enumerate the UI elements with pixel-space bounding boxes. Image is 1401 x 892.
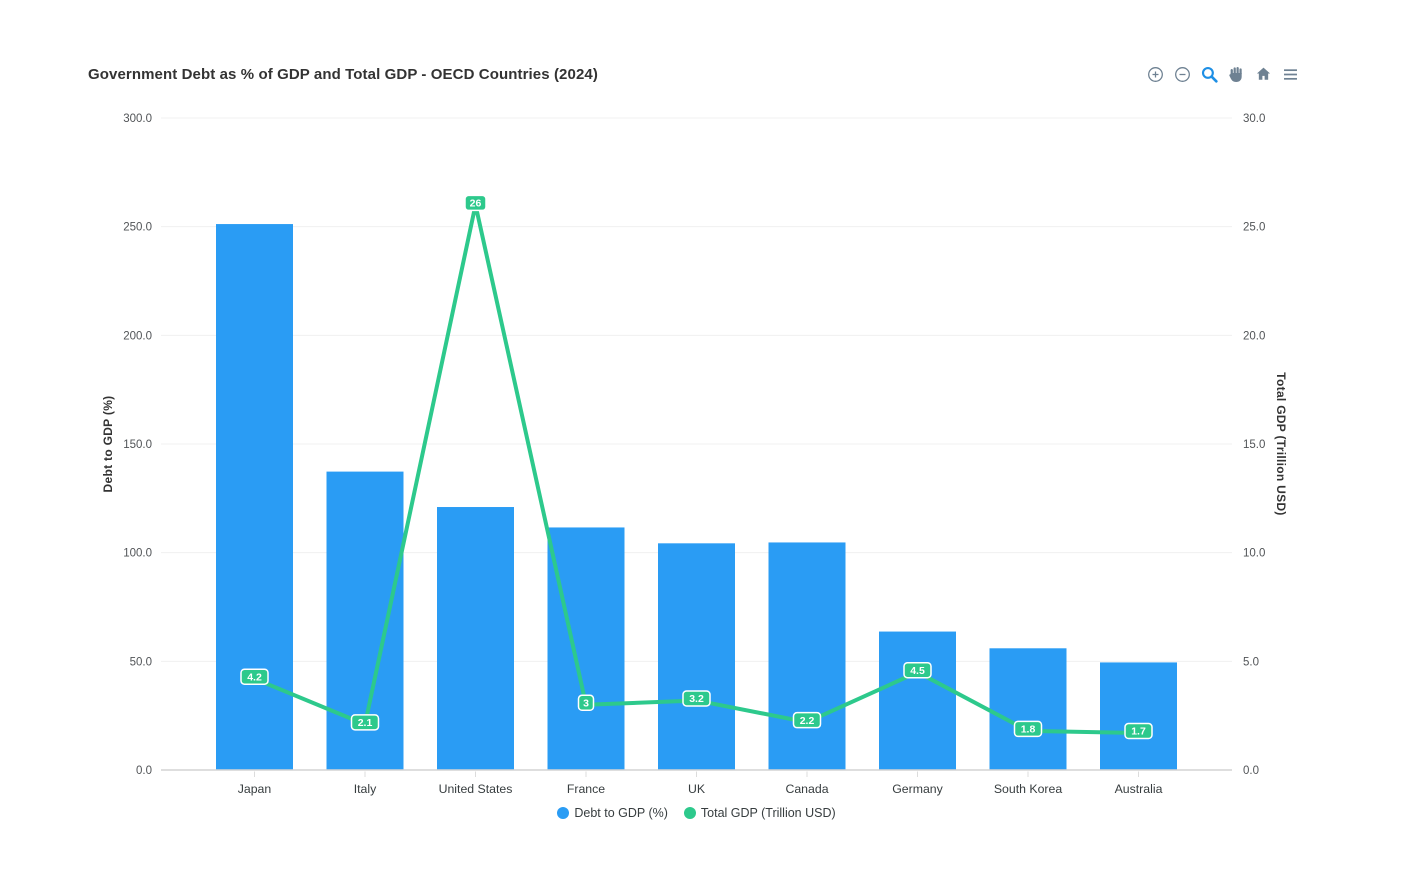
datalabel-text: 3.2 xyxy=(689,693,704,705)
x-axis-label-australia: Australia xyxy=(1115,782,1163,796)
x-axis-label-france: France xyxy=(567,782,605,796)
x-axis-label-south-korea: South Korea xyxy=(994,782,1063,796)
datalabel-text: 1.7 xyxy=(1131,726,1146,738)
bar-australia[interactable] xyxy=(1100,662,1177,770)
x-axis-label-japan: Japan xyxy=(238,782,272,796)
gdp-point-label-australia[interactable]: 1.7 xyxy=(1124,722,1153,740)
datalabel-text: 2.2 xyxy=(800,715,815,727)
legend-label-debt: Debt to GDP (%) xyxy=(574,806,668,820)
left-axis-title: Debt to GDP (%) xyxy=(101,395,115,493)
datalabel-box xyxy=(464,194,487,212)
y-tick-label-left: 300.0 xyxy=(123,113,152,125)
pan-icon xyxy=(1229,66,1242,83)
datalabel-text: 1.8 xyxy=(1021,723,1036,735)
bar-france[interactable] xyxy=(547,527,625,770)
datalabel-text: 2.1 xyxy=(358,717,373,729)
x-axis-label-italy: Italy xyxy=(354,782,377,796)
y-tick-label-left: 250.0 xyxy=(123,222,152,234)
x-axis-label-germany: Germany xyxy=(892,782,943,796)
gdp-point-label-south-korea[interactable]: 1.8 xyxy=(1013,720,1043,738)
y-tick-label-left: 100.0 xyxy=(123,548,152,560)
bar-uk[interactable] xyxy=(658,543,735,770)
datalabel-box xyxy=(240,668,269,685)
gdp-point-label-uk[interactable]: 3.2 xyxy=(682,690,711,707)
bar-germany[interactable] xyxy=(879,631,956,770)
datalabel-box xyxy=(792,711,822,729)
home-icon xyxy=(1256,67,1271,80)
y-tick-label-right: 15.0 xyxy=(1243,439,1265,451)
gdp-point-label-italy[interactable]: 2.1 xyxy=(350,714,380,731)
datalabel-box xyxy=(682,690,711,707)
y-tick-label-right: 20.0 xyxy=(1243,330,1265,342)
selection-zoom-icon xyxy=(1201,66,1218,83)
y-tick-label-right: 30.0 xyxy=(1243,113,1265,125)
gdp-point-label-canada[interactable]: 2.2 xyxy=(792,711,822,729)
datalabel-box xyxy=(350,714,380,731)
menu-icon xyxy=(1284,69,1297,80)
datalabel-box xyxy=(577,694,595,712)
y-tick-label-right: 0.0 xyxy=(1243,765,1259,777)
legend-marker-debt-icon xyxy=(557,807,570,819)
gdp-point-label-united-states[interactable]: 26 xyxy=(464,194,487,212)
legend-label-gdp: Total GDP (Trillion USD) xyxy=(700,806,836,820)
datalabel-text: 4.2 xyxy=(247,671,262,683)
x-axis-label-canada: Canada xyxy=(785,782,828,796)
datalabel-text: 4.5 xyxy=(910,665,925,677)
chart-toolbar xyxy=(1144,63,1302,86)
gdp-point-label-japan[interactable]: 4.2 xyxy=(240,668,269,685)
toolbar-home-button[interactable] xyxy=(1252,63,1275,86)
zoom-in-icon xyxy=(1148,67,1163,82)
legend-item-gdp[interactable]: Total GDP (Trillion USD) xyxy=(683,806,836,820)
y-tick-label-left: 0.0 xyxy=(136,765,152,777)
x-axis-label-uk: UK xyxy=(688,782,706,796)
legend: Debt to GDP (%) Total GDP (Trillion USD) xyxy=(161,806,1232,820)
datalabel-text: 3 xyxy=(583,697,589,709)
legend-item-debt[interactable]: Debt to GDP (%) xyxy=(557,806,668,820)
toolbar-zoom-in-button[interactable] xyxy=(1144,63,1167,86)
bar-canada[interactable] xyxy=(768,542,846,770)
toolbar-zoom-out-button[interactable] xyxy=(1171,63,1194,86)
toolbar-pan-button[interactable] xyxy=(1225,63,1248,86)
datalabel-box xyxy=(1013,720,1043,738)
y-tick-label-right: 10.0 xyxy=(1243,548,1265,560)
bar-south-korea[interactable] xyxy=(989,648,1067,770)
right-axis-title: Total GDP (Trillion USD) xyxy=(1274,372,1288,516)
toolbar-selection-zoom-button[interactable] xyxy=(1198,63,1221,86)
datalabel-text: 26 xyxy=(470,198,482,210)
y-tick-label-left: 150.0 xyxy=(123,439,152,451)
zoom-out-icon xyxy=(1175,67,1190,82)
x-axis-label-united-states: United States xyxy=(439,782,513,796)
y-tick-label-left: 50.0 xyxy=(130,656,152,668)
y-tick-label-right: 5.0 xyxy=(1243,656,1259,668)
gdp-point-label-france[interactable]: 3 xyxy=(577,694,595,712)
y-tick-label-right: 25.0 xyxy=(1243,222,1265,234)
y-tick-label-left: 200.0 xyxy=(123,330,152,342)
legend-marker-gdp-icon xyxy=(683,807,696,819)
gdp-point-label-germany[interactable]: 4.5 xyxy=(903,661,932,679)
datalabel-box xyxy=(903,661,932,679)
datalabel-box xyxy=(1124,722,1153,740)
bar-united-states[interactable] xyxy=(437,507,514,770)
chart-title: Government Debt as % of GDP and Total GD… xyxy=(88,66,598,83)
toolbar-menu-button[interactable] xyxy=(1279,63,1302,86)
